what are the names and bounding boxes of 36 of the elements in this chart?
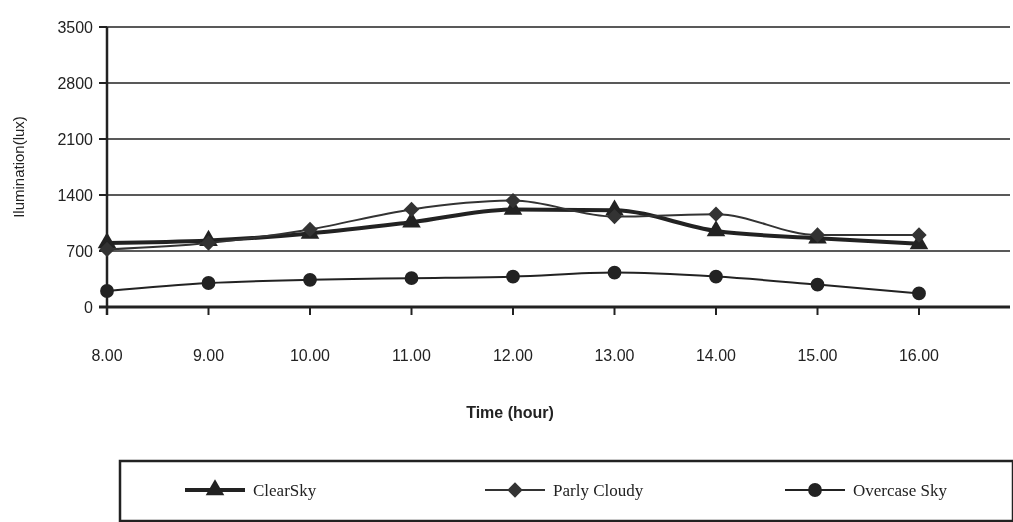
x-tick-label: 13.00 (594, 347, 635, 364)
x-tick-label: 15.00 (797, 347, 838, 364)
point (708, 206, 724, 222)
x-tick-label: 9.00 (192, 347, 225, 364)
y-tick-label: 2100 (57, 130, 94, 148)
point (100, 284, 114, 298)
y-tick-label: 700 (66, 242, 94, 260)
point (709, 269, 723, 284)
x-tick-label: 11.00 (392, 347, 432, 364)
point (606, 208, 623, 225)
point (506, 269, 520, 284)
point (912, 286, 926, 301)
y-tick-label: 3500 (57, 18, 94, 36)
point (404, 271, 419, 286)
point (200, 235, 217, 251)
legend-label: Overcase Sky (853, 480, 948, 500)
point (911, 227, 927, 243)
x-tick-label: 14.00 (695, 347, 737, 364)
point (201, 276, 216, 290)
x-tick-label: 10.00 (289, 347, 331, 364)
x-tick-label: 16.00 (898, 347, 940, 364)
y-tick-label: 1400 (57, 186, 94, 204)
point (99, 241, 115, 258)
point (810, 277, 825, 292)
y-tick-label: 2800 (57, 74, 94, 92)
point (505, 192, 521, 209)
point (303, 272, 317, 287)
x-tick-label: 8.00 (91, 347, 123, 364)
y-axis-title: Ilumination(lux) (10, 116, 27, 218)
y-tick-label: 0 (84, 298, 94, 316)
x-axis-title: Time (hour) (466, 404, 554, 421)
x-tick-label: 12.00 (492, 347, 534, 364)
point (403, 201, 420, 218)
legend-label: Parly Cloudy (553, 480, 644, 500)
point (607, 265, 622, 280)
legend-label: ClearSky (253, 480, 317, 500)
